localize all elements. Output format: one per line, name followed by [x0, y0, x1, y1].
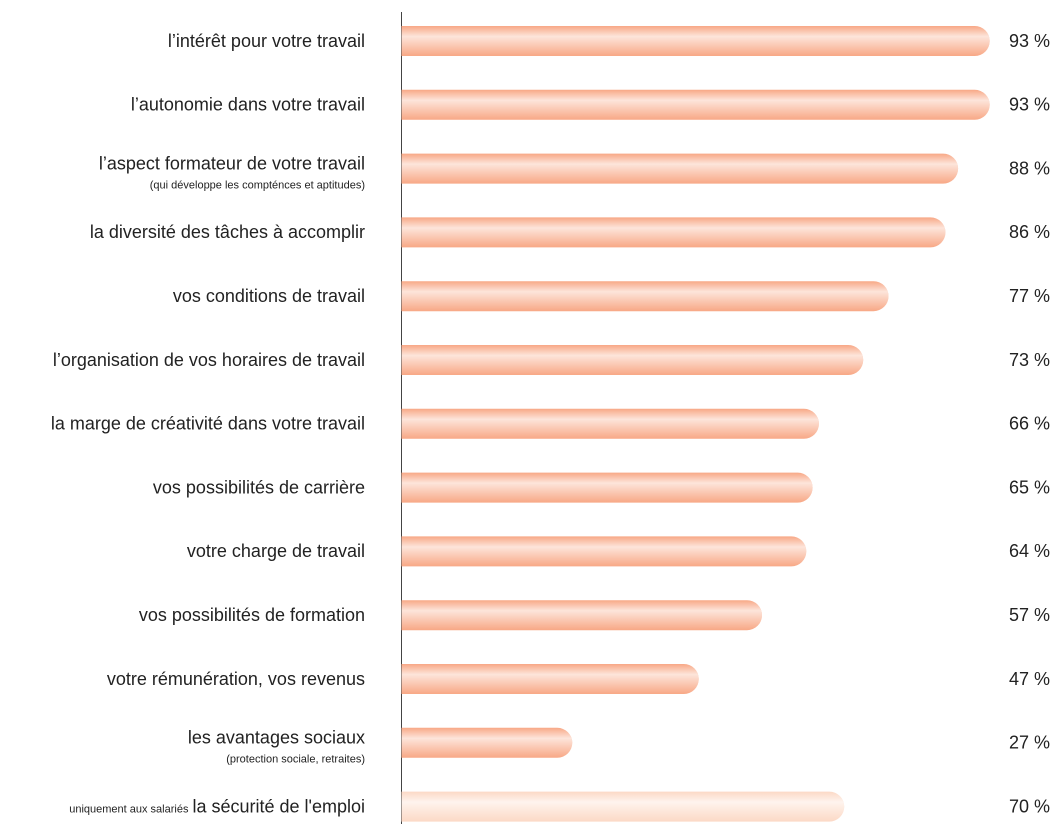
value-label: 57 %: [1009, 605, 1050, 625]
value-label: 93 %: [1009, 31, 1050, 51]
category-label: l’autonomie dans votre travail: [131, 95, 365, 115]
value-label: 70 %: [1009, 796, 1050, 816]
bar-highlight: [401, 536, 807, 567]
bar-highlight: [401, 345, 864, 375]
category-label: l’aspect formateur de votre travail: [99, 153, 365, 173]
bar-highlight: [401, 664, 699, 694]
value-label: 93 %: [1009, 95, 1050, 115]
bar-highlight: [401, 472, 813, 503]
bar-highlight: [401, 408, 819, 439]
bar-highlight: [401, 791, 845, 822]
bar-highlight: [401, 89, 990, 120]
value-label: 77 %: [1009, 286, 1050, 306]
category-label: vos possibilités de formation: [139, 605, 365, 625]
value-label: 64 %: [1009, 541, 1050, 561]
category-prefix: uniquement aux salariés: [69, 804, 189, 816]
category-label: l’organisation de vos horaires de travai…: [53, 350, 365, 370]
category-label: la marge de créativité dans votre travai…: [51, 414, 365, 434]
value-label: 66 %: [1009, 414, 1050, 434]
category-label: la diversité des tâches à accomplir: [90, 222, 365, 242]
category-label: les avantages sociaux: [188, 728, 365, 748]
bar-highlight: [401, 217, 946, 248]
category-label: la sécurité de l'emploi: [192, 796, 365, 816]
bar-highlight: [401, 727, 573, 758]
category-label: vos possibilités de carrière: [153, 477, 365, 497]
value-label: 27 %: [1009, 733, 1050, 753]
category-label: l’intérêt pour votre travail: [168, 31, 365, 51]
bar-highlight: [401, 153, 959, 184]
value-label: 73 %: [1009, 350, 1050, 370]
category-label: votre charge de travail: [187, 541, 365, 561]
value-label: 88 %: [1009, 158, 1050, 178]
category-sublabel: (protection sociale, retraites): [226, 754, 365, 766]
value-label: 86 %: [1009, 222, 1050, 242]
value-label: 65 %: [1009, 477, 1050, 497]
category-label: vos conditions de travail: [173, 286, 365, 306]
bar-highlight: [401, 600, 763, 631]
category-sublabel: (qui développe les compténces et aptitud…: [150, 180, 365, 192]
value-label: 47 %: [1009, 669, 1050, 689]
bar-highlight: [401, 281, 889, 312]
category-label: votre rémunération, vos revenus: [107, 669, 365, 689]
bar-highlight: [401, 26, 990, 56]
